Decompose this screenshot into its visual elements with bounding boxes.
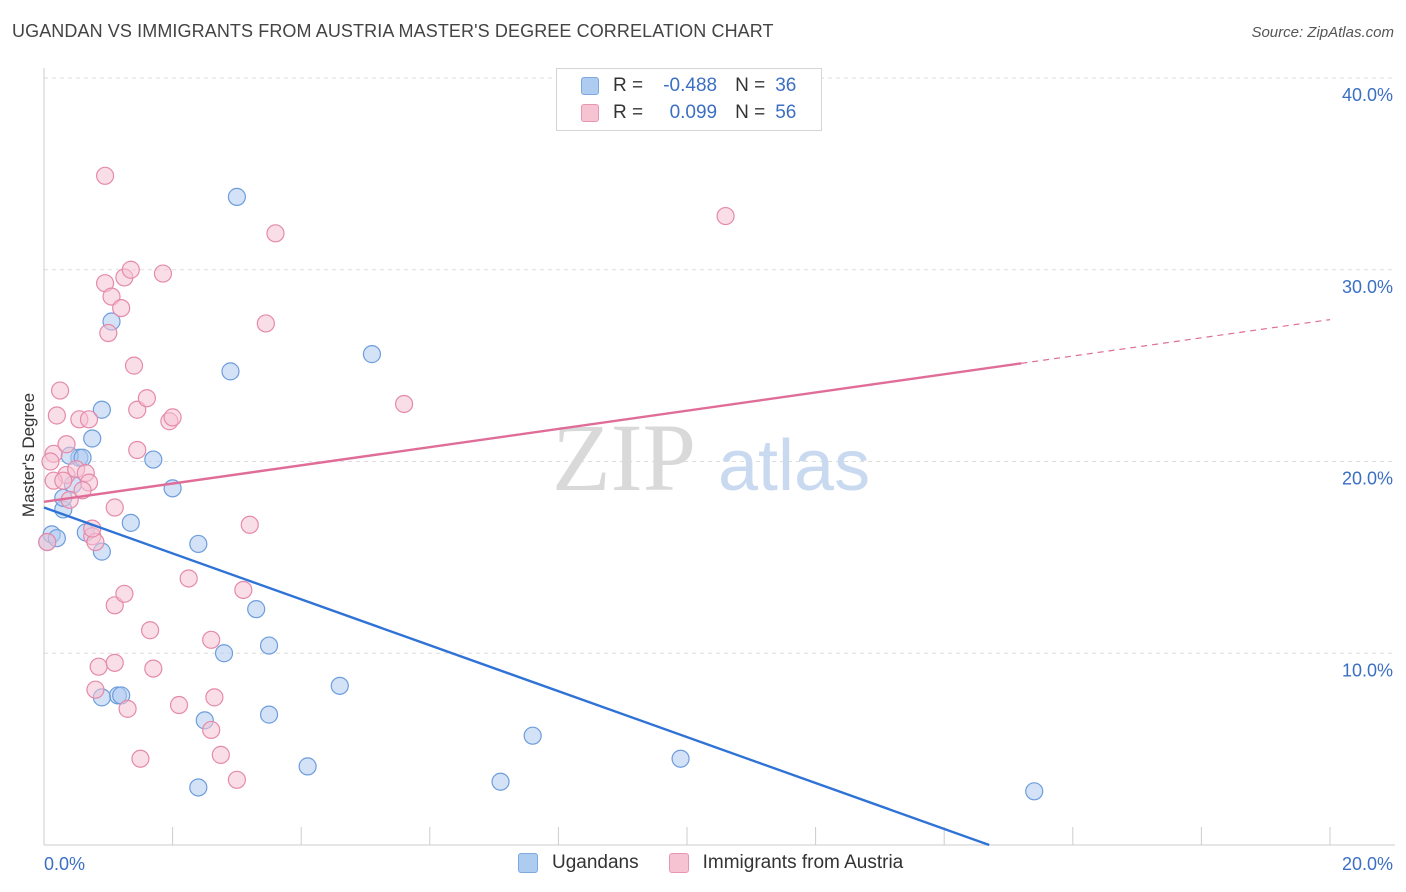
- austria-point: [256, 314, 275, 333]
- legend-label-austria: Immigrants from Austria: [702, 852, 904, 873]
- austria-point: [202, 630, 221, 649]
- grid-layer: [44, 77, 1395, 654]
- austria-point: [89, 657, 108, 676]
- austria-point: [140, 621, 160, 640]
- legend-r-label: R =: [613, 75, 644, 96]
- ugandan-point: [259, 705, 279, 724]
- ugandan-point: [227, 187, 246, 206]
- trendline-austria-extension: [1021, 319, 1331, 364]
- ugandan-point: [144, 450, 163, 469]
- austria-point: [227, 770, 246, 789]
- austria-point: [115, 584, 134, 603]
- trend-layer: [43, 319, 1331, 847]
- chart-title: UGANDAN VS IMMIGRANTS FROM AUSTRIA MASTE…: [12, 21, 774, 41]
- austria-point: [57, 435, 76, 454]
- y-tick-label: 40.0%: [1342, 85, 1393, 105]
- austria-point: [121, 260, 140, 279]
- legend-swatch-pink: [581, 104, 599, 122]
- ugandan-point: [83, 429, 102, 448]
- austria-point: [38, 532, 57, 552]
- ugandan-point: [330, 676, 349, 695]
- austria-point: [169, 695, 189, 715]
- points-layer: [38, 166, 1044, 801]
- legend-item-austria: Immigrants from Austria: [668, 852, 904, 874]
- ugandan-point: [523, 726, 542, 745]
- austria-point: [163, 408, 182, 427]
- austria-point: [79, 410, 99, 429]
- ugandan-point: [247, 600, 266, 619]
- austria-point: [112, 299, 131, 318]
- ugandan-point: [259, 636, 279, 655]
- austria-point: [153, 264, 173, 283]
- austria-point: [95, 166, 115, 185]
- chart-source: Source: ZipAtlas.com: [1251, 24, 1394, 41]
- legend-n-label: N =: [735, 102, 766, 123]
- austria-point: [205, 688, 224, 707]
- y-tick-label: 30.0%: [1342, 277, 1393, 297]
- legend-swatch-blue: [581, 77, 599, 95]
- y-tick-label: 10.0%: [1342, 660, 1393, 680]
- series-legend: Ugandans Immigrants from Austria: [518, 852, 933, 874]
- stats-legend: R = -0.488 N = 36 R = 0.099 N = 56: [556, 68, 822, 131]
- legend-swatch-blue: [518, 853, 538, 873]
- austria-point: [128, 440, 147, 460]
- austria-point: [54, 471, 73, 490]
- trendline-austria: [43, 362, 1022, 503]
- austria-point: [50, 381, 70, 400]
- austria-point: [99, 323, 118, 343]
- legend-r-value: -0.488: [663, 75, 718, 96]
- austria-point: [137, 389, 156, 408]
- ugandan-point: [221, 362, 240, 381]
- austria-point: [144, 659, 163, 678]
- austria-point: [716, 206, 735, 226]
- austria-point: [118, 699, 137, 718]
- ugandan-point: [362, 345, 382, 364]
- ugandan-point: [491, 772, 510, 791]
- ugandan-point: [671, 749, 690, 768]
- legend-r-value: 0.099: [669, 102, 718, 123]
- ugandan-point: [214, 644, 234, 663]
- ugandan-point: [121, 513, 140, 532]
- legend-swatch-pink: [668, 853, 689, 873]
- austria-point: [86, 680, 105, 699]
- austria-point: [105, 653, 124, 672]
- austria-point: [41, 452, 60, 471]
- austria-point: [179, 569, 198, 588]
- legend-n-value: 36: [775, 75, 797, 96]
- legend-item-ugandans: Ugandans: [518, 852, 639, 874]
- y-tick-label: 20.0%: [1342, 469, 1393, 489]
- y-axis-label: Master's Degree: [19, 393, 38, 517]
- austria-point: [266, 224, 285, 243]
- austria-point: [211, 745, 230, 764]
- watermark-zip: ZIP: [552, 404, 696, 511]
- ugandan-point: [189, 534, 208, 554]
- x-tick-label: 20.0%: [1342, 854, 1393, 874]
- austria-point: [394, 394, 414, 414]
- labels-layer: 10.0% 20.0% 30.0% 40.0% 0.0% 20.0%: [44, 85, 1393, 874]
- austria-point: [105, 498, 124, 517]
- trendline-ugandans: [43, 506, 990, 847]
- watermark: ZIP atlas: [552, 404, 870, 511]
- x-tick-label: 0.0%: [44, 854, 85, 874]
- austria-point: [47, 406, 66, 425]
- ugandan-point: [92, 400, 111, 419]
- austria-point: [202, 720, 221, 740]
- legend-n-value: 56: [775, 102, 797, 123]
- austria-point: [234, 580, 253, 600]
- ugandan-point: [1025, 782, 1044, 801]
- ugandan-point: [298, 757, 317, 776]
- austria-point: [131, 749, 150, 768]
- watermark-atlas: atlas: [718, 426, 870, 506]
- legend-label-ugandans: Ugandans: [552, 852, 639, 873]
- legend-r-label: R =: [613, 102, 644, 123]
- austria-point: [124, 356, 144, 375]
- legend-row-ugandans: R = -0.488 N = 36: [581, 73, 796, 99]
- austria-point: [240, 515, 259, 534]
- legend-row-austria: R = 0.099 N = 56: [581, 100, 796, 126]
- ugandan-point: [189, 778, 208, 797]
- legend-n-label: N =: [735, 75, 766, 96]
